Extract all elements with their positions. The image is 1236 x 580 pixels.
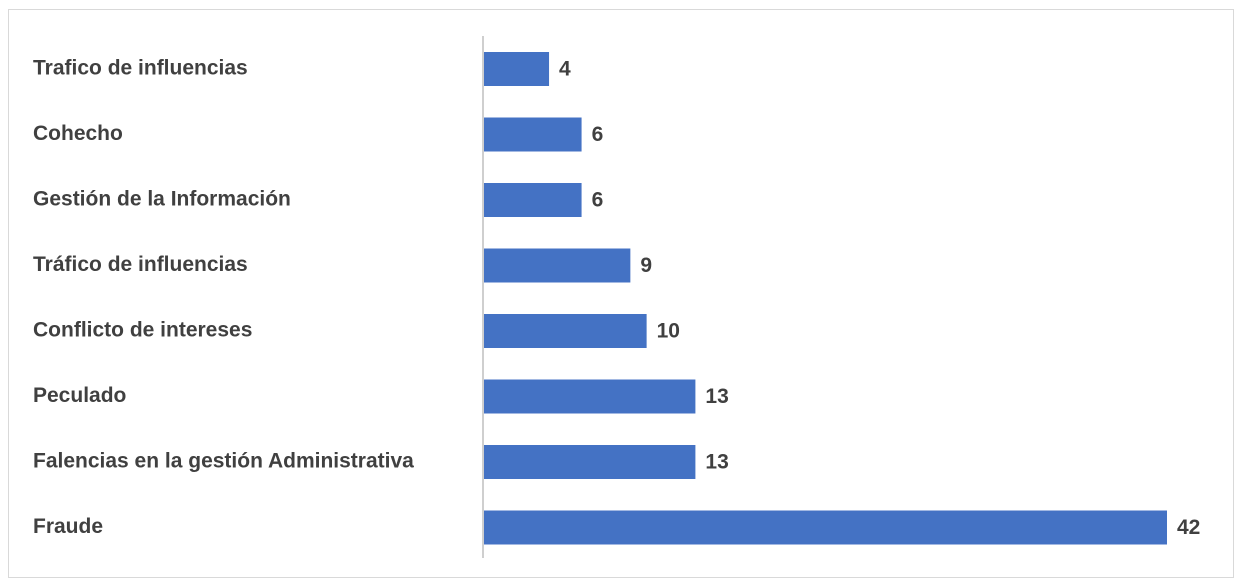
- value-label: 10: [657, 320, 680, 343]
- category-label: Tráfico de influencias: [33, 253, 248, 276]
- category-label: Peculado: [33, 384, 126, 407]
- value-label: 4: [559, 58, 571, 81]
- category-label: Gestión de la Información: [33, 188, 291, 211]
- bar: [484, 248, 631, 283]
- value-label: 6: [592, 123, 604, 146]
- bar: [484, 52, 550, 86]
- value-label: 42: [1177, 516, 1200, 539]
- category-label: Conflicto de intereses: [33, 319, 252, 342]
- value-label: 9: [640, 254, 652, 277]
- category-label: Fraude: [33, 515, 103, 538]
- value-label: 13: [705, 451, 728, 474]
- value-labels-layer: 4 6 6 9 10 13 13 42: [559, 58, 1200, 540]
- category-labels-layer: Trafico de influencias Cohecho Gestión de …: [33, 57, 414, 539]
- category-label: Falencias en la gestión Administrativa: [33, 450, 414, 473]
- bar: [484, 510, 1167, 545]
- bar: [484, 445, 696, 479]
- bars-layer: [484, 52, 1167, 545]
- category-label: Trafico de influencias: [33, 57, 248, 80]
- chart-frame: [8, 9, 1234, 578]
- value-label: 13: [705, 385, 728, 408]
- bar: [484, 314, 647, 348]
- bar: [484, 117, 582, 152]
- bar: [484, 379, 696, 414]
- category-label: Cohecho: [33, 122, 123, 145]
- bar: [484, 183, 582, 217]
- value-label: 6: [592, 189, 604, 212]
